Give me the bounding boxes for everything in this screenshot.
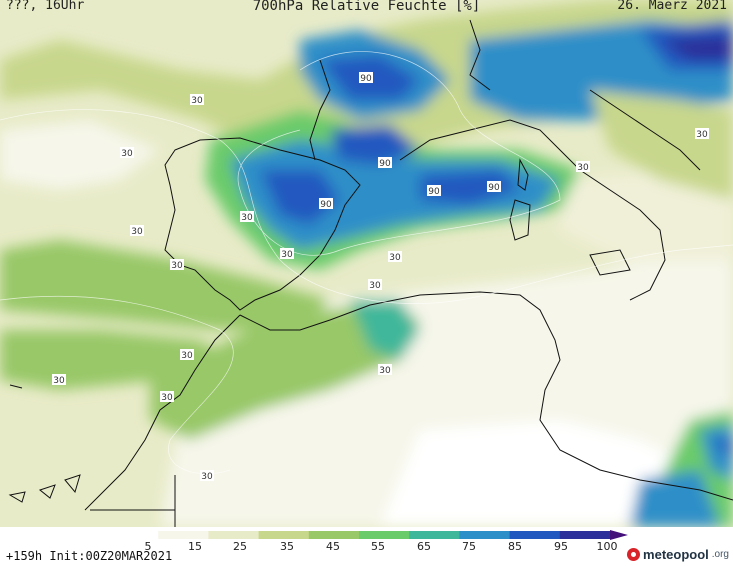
colorbar-segment [409, 531, 460, 539]
svg-text:30: 30 [161, 393, 173, 403]
colorbar-tick: 15 [188, 540, 202, 553]
colorbar-segment [158, 531, 209, 539]
colorbar-segment [208, 531, 260, 539]
svg-text:30: 30 [53, 376, 65, 386]
contour-label: 90 [427, 185, 441, 197]
svg-text:30: 30 [389, 253, 401, 263]
humidity-map: 30 30 30 30 30 30 30 30 30 30 30 30 30 3… [0, 0, 733, 527]
contour-label: 30 [130, 225, 144, 237]
svg-text:30: 30 [201, 472, 213, 482]
svg-text:90: 90 [488, 183, 500, 193]
contour-label: 30 [695, 128, 709, 140]
colorbar-segment [258, 531, 310, 539]
svg-text:30: 30 [131, 227, 143, 237]
colorbar [108, 530, 628, 540]
contour-label: 30 [180, 349, 194, 361]
colorbar-tick: 45 [326, 540, 340, 553]
forecast-time: ???, 16Uhr [6, 0, 85, 13]
svg-text:30: 30 [241, 213, 253, 223]
colorbar-segment [509, 531, 561, 539]
contour-label: 30 [576, 161, 590, 173]
contour-label: 30 [160, 391, 174, 403]
colorbar-tick: 35 [280, 540, 294, 553]
colorbar-tick: 85 [508, 540, 522, 553]
contour-label: 30 [120, 147, 134, 159]
svg-text:30: 30 [281, 250, 293, 260]
contour-label: 30 [200, 470, 214, 482]
contour-labels: 30 30 30 30 30 30 30 30 30 30 30 30 30 3… [52, 72, 709, 482]
forecast-date: 26. Maerz 2021 [617, 0, 727, 13]
colorbar-tick: 95 [554, 540, 568, 553]
svg-text:30: 30 [121, 149, 133, 159]
contour-label: 30 [240, 211, 254, 223]
meteopool-brand[interactable]: meteopool .org [627, 547, 729, 562]
contour-label: 90 [378, 157, 392, 169]
svg-text:90: 90 [379, 159, 391, 169]
colorbar-tick: 55 [371, 540, 385, 553]
contour-label: 30 [190, 94, 204, 106]
contour-label: 30 [378, 364, 392, 376]
map-title: 700hPa Relative Feuchte [%] [252, 0, 481, 14]
colorbar-segment [559, 531, 611, 539]
contour-lines [0, 51, 733, 475]
svg-text:30: 30 [577, 163, 589, 173]
contour-label: 90 [319, 198, 333, 210]
contour-label: 90 [359, 72, 373, 84]
colorbar-tick: 100 [596, 540, 618, 553]
contour-label: 90 [487, 181, 501, 193]
svg-text:30: 30 [379, 366, 391, 376]
colorbar-segment [308, 531, 360, 539]
colorbar-tick: 65 [417, 540, 431, 553]
colorbar-segment [108, 531, 159, 539]
colorbar-arrow [610, 530, 628, 540]
contour-label: 30 [388, 251, 402, 263]
contour-label: 30 [368, 279, 382, 291]
brand-name: meteopool [643, 547, 709, 562]
svg-text:90: 90 [428, 187, 440, 197]
svg-text:30: 30 [369, 281, 381, 291]
svg-text:30: 30 [191, 96, 203, 106]
humidity-field [0, 0, 733, 527]
svg-text:30: 30 [696, 130, 708, 140]
meteopool-logo-icon [627, 548, 641, 561]
contour-label: 30 [170, 259, 184, 271]
init-info: +159h Init:00Z20MAR2021 [6, 549, 173, 563]
svg-text:90: 90 [320, 200, 332, 210]
colorbar-segment [359, 531, 410, 539]
colorbar-segment [459, 531, 511, 539]
colorbar-tick: 5 [144, 540, 152, 553]
colorbar-legend: 5 15 25 35 45 55 65 75 85 95 100 +159h Init:00Z20M… [0, 527, 733, 566]
contour-label: 30 [280, 248, 294, 260]
contour-label: 30 [52, 374, 66, 386]
svg-text:90: 90 [360, 74, 372, 84]
brand-tld: .org [711, 549, 729, 560]
svg-text:30: 30 [181, 351, 193, 361]
colorbar-tick: 75 [462, 540, 476, 553]
map-canvas: 30 30 30 30 30 30 30 30 30 30 30 30 30 3… [0, 0, 733, 527]
svg-text:30: 30 [171, 261, 183, 271]
colorbar-tick: 25 [233, 540, 247, 553]
